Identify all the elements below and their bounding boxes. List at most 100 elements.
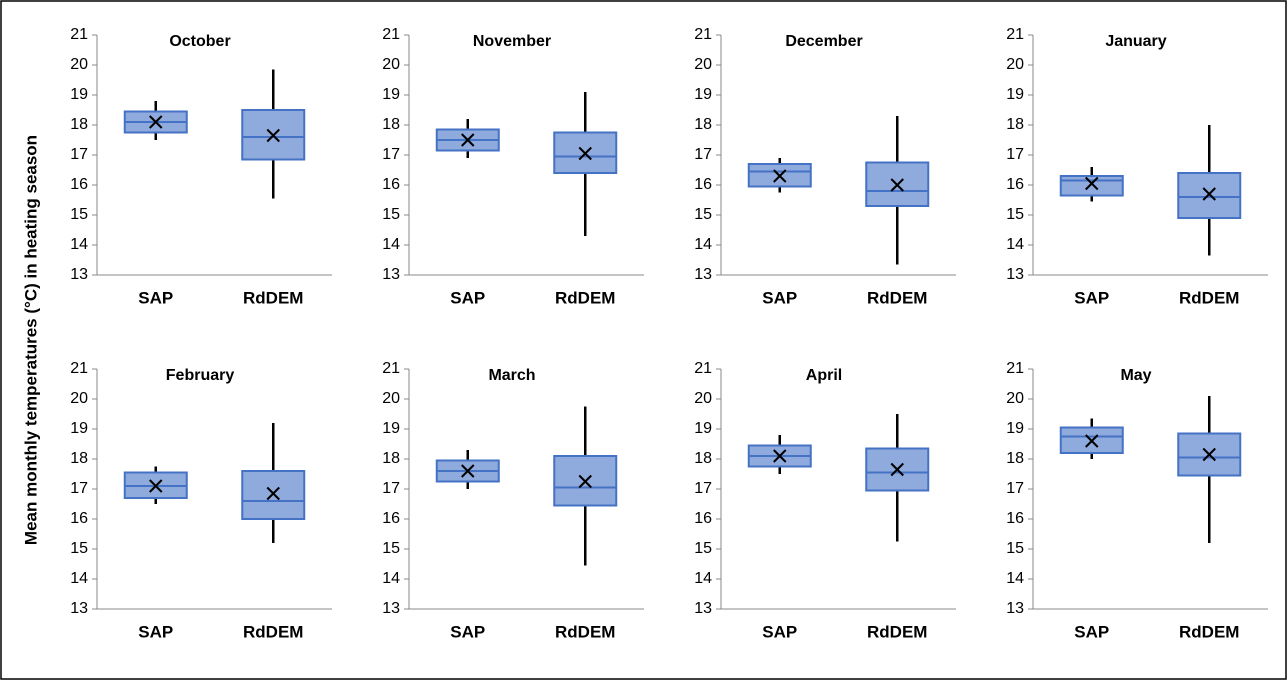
x-tick-label: SAP: [762, 288, 797, 307]
y-tick-label: 18: [694, 116, 712, 133]
mean-marker: [890, 462, 904, 477]
y-tick-label: 15: [70, 206, 88, 223]
y-tick-label: 14: [694, 236, 712, 253]
y-tick-label: 14: [70, 236, 88, 253]
mean-marker: [890, 178, 904, 192]
y-tick-label: 18: [70, 450, 88, 467]
y-tick-label: 16: [382, 510, 400, 527]
y-tick-label: 17: [694, 480, 712, 497]
y-tick-label: 15: [70, 540, 88, 557]
mean-marker: [1085, 176, 1099, 191]
y-tick-label: 21: [382, 26, 400, 43]
chart-title: April: [806, 367, 842, 384]
x-tick-label: SAP: [138, 622, 173, 641]
y-tick-label: 16: [694, 510, 712, 527]
y-tick-label: 16: [1006, 510, 1024, 527]
y-tick-label: 13: [70, 600, 88, 617]
x-tick-label: SAP: [138, 288, 173, 307]
y-tick-label: 14: [70, 570, 88, 587]
mean-marker: [578, 146, 592, 161]
y-tick-label: 20: [382, 56, 400, 73]
y-tick-label: 19: [70, 420, 88, 437]
mean-marker: [578, 474, 592, 489]
y-tick-label: 15: [694, 540, 712, 557]
y-tick-label: 16: [70, 510, 88, 527]
y-tick-label: 20: [694, 56, 712, 73]
y-tick-label: 17: [382, 146, 400, 163]
mean-marker: [149, 115, 163, 129]
box: [1177, 172, 1242, 219]
y-tick-label: 17: [70, 480, 88, 497]
x-tick-label: RdDEM: [243, 288, 303, 307]
mean-marker: [1202, 447, 1216, 462]
y-tick-label: 19: [382, 420, 400, 437]
y-tick-label: 18: [382, 450, 400, 467]
box: [241, 470, 306, 520]
x-tick-label: RdDEM: [243, 622, 303, 641]
y-tick-label: 13: [694, 600, 712, 617]
y-tick-label: 20: [70, 390, 88, 407]
mean-marker: [461, 133, 475, 147]
y-tick-label: 15: [382, 540, 400, 557]
y-tick-label: 20: [694, 390, 712, 407]
y-tick-label: 18: [1006, 450, 1024, 467]
y-tick-label: 13: [1006, 600, 1024, 617]
y-tick-label: 15: [382, 206, 400, 223]
y-tick-label: 17: [1006, 480, 1024, 497]
y-tick-label: 21: [694, 360, 712, 377]
x-tick-label: SAP: [450, 622, 485, 641]
chart-title: December: [785, 33, 862, 50]
x-tick-label: RdDEM: [867, 622, 927, 641]
y-tick-label: 20: [1006, 56, 1024, 73]
y-tick-label: 19: [382, 86, 400, 103]
x-tick-label: RdDEM: [555, 288, 615, 307]
x-tick-label: RdDEM: [1179, 622, 1239, 641]
x-tick-label: SAP: [762, 622, 797, 641]
y-tick-label: 16: [1006, 176, 1024, 193]
mean-marker: [1202, 187, 1216, 201]
x-tick-label: RdDEM: [867, 288, 927, 307]
y-tick-label: 18: [1006, 116, 1024, 133]
y-tick-label: 20: [1006, 390, 1024, 407]
y-tick-label: 18: [694, 450, 712, 467]
y-tick-label: 15: [1006, 540, 1024, 557]
y-tick-label: 21: [694, 26, 712, 43]
y-tick-label: 19: [694, 420, 712, 437]
chart-title: October: [169, 33, 230, 50]
y-tick-label: 13: [382, 600, 400, 617]
x-tick-label: RdDEM: [555, 622, 615, 641]
chart-title: March: [488, 367, 535, 384]
box: [1177, 432, 1242, 477]
y-tick-label: 18: [382, 116, 400, 133]
x-tick-label: RdDEM: [1179, 288, 1239, 307]
y-tick-label: 17: [382, 480, 400, 497]
chart-title: November: [473, 33, 551, 50]
y-tick-label: 14: [694, 570, 712, 587]
y-tick-label: 14: [382, 236, 400, 253]
box: [1059, 175, 1124, 197]
y-tick-label: 20: [70, 56, 88, 73]
mean-marker: [1085, 434, 1099, 448]
y-tick-label: 16: [70, 176, 88, 193]
mean-marker: [773, 169, 787, 183]
mean-marker: [773, 449, 787, 463]
y-tick-label: 19: [1006, 420, 1024, 437]
y-axis-title: Mean monthly temperatures (°C) in heatin…: [21, 135, 40, 545]
y-tick-label: 17: [1006, 146, 1024, 163]
y-tick-label: 17: [694, 146, 712, 163]
y-tick-label: 14: [1006, 570, 1024, 587]
y-tick-label: 15: [1006, 206, 1024, 223]
y-tick-label: 13: [70, 266, 88, 283]
y-tick-label: 13: [382, 266, 400, 283]
y-tick-label: 16: [382, 176, 400, 193]
mean-marker: [266, 486, 280, 501]
y-tick-label: 21: [70, 26, 88, 43]
chart-title: May: [1120, 367, 1151, 384]
y-tick-label: 15: [694, 206, 712, 223]
mean-marker: [149, 479, 163, 493]
y-tick-label: 20: [382, 390, 400, 407]
y-tick-label: 14: [1006, 236, 1024, 253]
y-tick-label: 21: [1006, 360, 1024, 377]
mean-marker: [461, 464, 475, 478]
